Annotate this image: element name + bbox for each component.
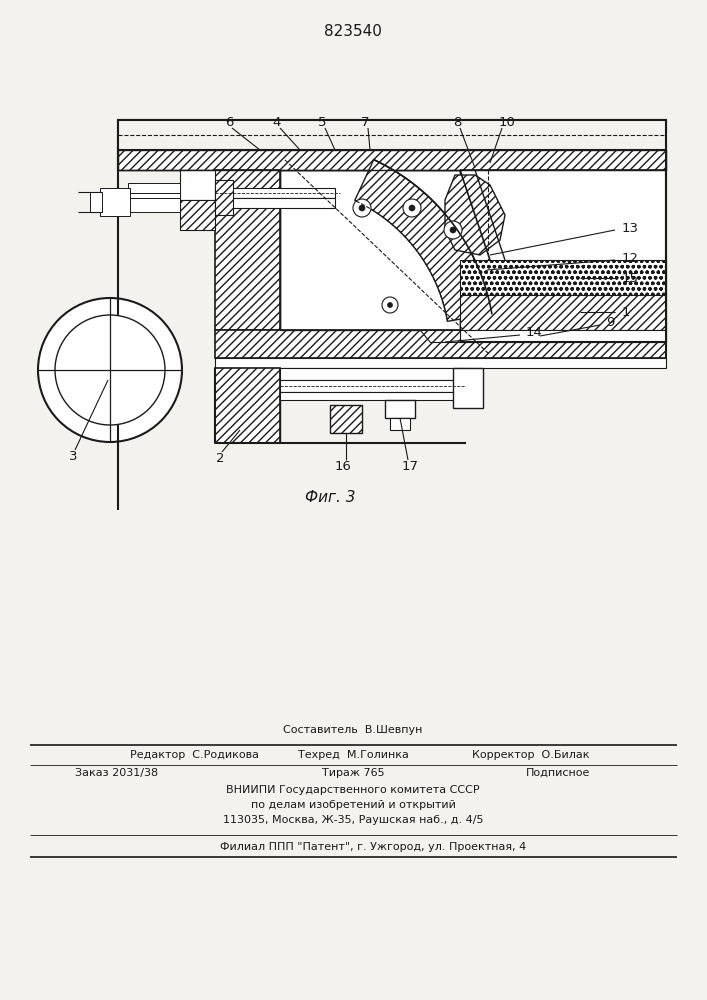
Bar bbox=[118, 120, 666, 150]
Text: Тираж 765: Тираж 765 bbox=[322, 768, 385, 778]
Text: 9: 9 bbox=[606, 316, 614, 330]
Bar bbox=[215, 170, 280, 330]
Bar bbox=[460, 260, 666, 295]
Bar bbox=[180, 170, 215, 200]
Text: 8: 8 bbox=[452, 116, 461, 129]
Ellipse shape bbox=[409, 205, 415, 211]
Ellipse shape bbox=[450, 227, 456, 233]
Text: 4: 4 bbox=[273, 116, 281, 129]
Bar bbox=[215, 198, 335, 208]
Bar bbox=[280, 392, 465, 400]
Text: 14: 14 bbox=[526, 326, 543, 340]
Bar bbox=[280, 368, 465, 380]
Bar bbox=[128, 193, 180, 203]
Text: Техред  М.Голинка: Техред М.Голинка bbox=[298, 750, 409, 760]
Ellipse shape bbox=[55, 315, 165, 425]
Bar bbox=[118, 120, 666, 150]
Ellipse shape bbox=[382, 297, 398, 313]
Text: Корректор  О.Билак: Корректор О.Билак bbox=[472, 750, 590, 760]
Text: Фиг. 3: Фиг. 3 bbox=[305, 490, 355, 506]
Bar bbox=[215, 368, 280, 443]
Text: 16: 16 bbox=[334, 460, 351, 473]
Text: 7: 7 bbox=[361, 116, 369, 129]
Ellipse shape bbox=[38, 298, 182, 442]
Polygon shape bbox=[355, 160, 492, 321]
Text: Филиал ППП "Патент", г. Ужгород, ул. Проектная, 4: Филиал ППП "Патент", г. Ужгород, ул. Про… bbox=[220, 842, 526, 852]
Bar bbox=[215, 188, 335, 198]
Bar bbox=[180, 200, 215, 230]
Text: 1: 1 bbox=[622, 306, 631, 318]
Text: по делам изобретений и открытий: по делам изобретений и открытий bbox=[250, 800, 455, 810]
Text: 12: 12 bbox=[622, 251, 639, 264]
Bar bbox=[215, 330, 666, 358]
Bar bbox=[215, 180, 233, 215]
Text: Составитель  В.Шевпун: Составитель В.Шевпун bbox=[284, 725, 423, 735]
Text: 6: 6 bbox=[225, 116, 233, 129]
Bar bbox=[118, 198, 180, 212]
Text: 15: 15 bbox=[622, 271, 639, 284]
Text: 2: 2 bbox=[216, 452, 224, 464]
Bar bbox=[453, 368, 483, 408]
Bar bbox=[90, 192, 102, 212]
Text: Редактор  С.Родикова: Редактор С.Родикова bbox=[130, 750, 259, 760]
Bar bbox=[460, 295, 666, 330]
Text: Подписное: Подписное bbox=[525, 768, 590, 778]
Bar bbox=[460, 330, 666, 342]
Bar bbox=[118, 150, 666, 170]
Bar bbox=[460, 170, 666, 340]
Ellipse shape bbox=[387, 302, 392, 308]
Text: Заказ 2031/38: Заказ 2031/38 bbox=[75, 768, 158, 778]
Ellipse shape bbox=[353, 199, 371, 217]
Text: 823540: 823540 bbox=[324, 24, 382, 39]
Text: 17: 17 bbox=[402, 460, 419, 473]
Bar bbox=[280, 380, 465, 392]
Text: 3: 3 bbox=[69, 450, 77, 462]
Bar bbox=[215, 358, 666, 368]
Bar bbox=[390, 418, 410, 430]
Bar bbox=[280, 170, 460, 330]
Text: 5: 5 bbox=[317, 116, 326, 129]
Ellipse shape bbox=[403, 199, 421, 217]
Bar bbox=[118, 150, 666, 170]
Bar bbox=[128, 183, 180, 193]
Bar bbox=[100, 188, 130, 216]
Bar bbox=[330, 405, 362, 433]
Ellipse shape bbox=[359, 205, 365, 211]
Text: ВНИИПИ Государственного комитета СССР: ВНИИПИ Государственного комитета СССР bbox=[226, 785, 480, 795]
Text: 113035, Москва, Ж-35, Раушская наб., д. 4/5: 113035, Москва, Ж-35, Раушская наб., д. … bbox=[223, 815, 484, 825]
Text: 10: 10 bbox=[498, 116, 515, 129]
Polygon shape bbox=[420, 330, 460, 342]
Polygon shape bbox=[445, 175, 505, 255]
Ellipse shape bbox=[444, 221, 462, 239]
Text: 13: 13 bbox=[622, 222, 639, 234]
Bar bbox=[385, 400, 415, 418]
